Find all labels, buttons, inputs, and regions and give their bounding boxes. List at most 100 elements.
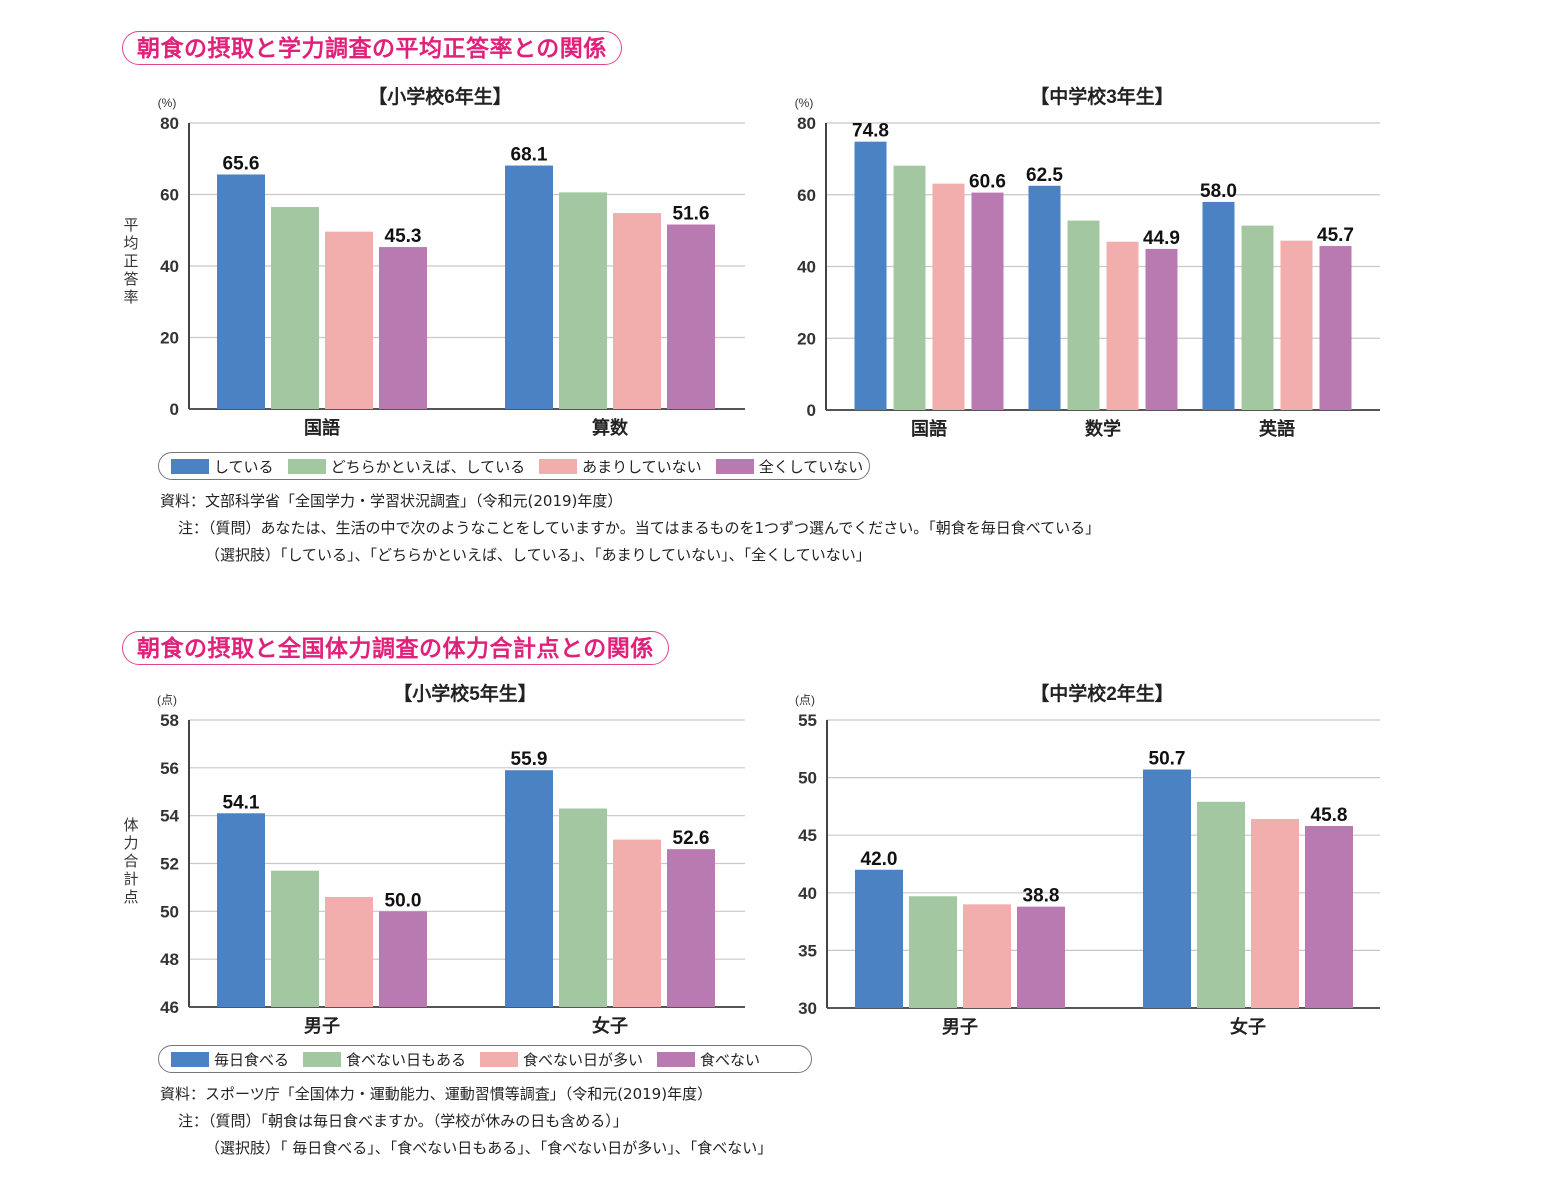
bar-1 [505,165,553,409]
chart-title: 【小学校5年生】 [393,682,537,705]
bar-3 [1280,240,1313,410]
y-axis-label-char: 点 [123,889,138,906]
data-label: 58.0 [1200,181,1237,202]
y-tick-label: 58 [160,711,179,730]
legend-label: あまりしていない [582,457,702,476]
y-axis-label-char: 率 [123,289,138,306]
bar-4 [1305,825,1353,1008]
bar-3 [613,839,661,1007]
y-tick-label: 50 [798,769,817,788]
chart-title: 【小学校6年生】 [368,85,512,108]
legend-swatch [303,1051,342,1067]
data-label: 52.6 [673,828,710,849]
data-label: 42.0 [861,849,898,870]
legend-label: 食べない [700,1050,761,1069]
data-label: 65.6 [223,153,260,174]
y-tick-label: 60 [797,186,816,205]
data-label: 74.8 [852,121,889,142]
bar-1 [855,869,903,1008]
y-tick-label: 60 [160,186,179,205]
legend-item: 食べない [657,1049,760,1070]
data-label: 68.1 [511,145,548,166]
y-axis-unit: (%) [795,96,814,110]
question-note-academic: 注：（質問）あなたは、生活の中で次のようなことをしていますか。当てはまるものを1… [178,519,1101,537]
data-label: 44.9 [1143,228,1180,249]
legend-academic: している どちらかといえば、している あまりしていない 全くしていない [158,452,870,480]
bar-1 [1202,201,1235,410]
x-category-label: 国語 [304,417,340,438]
data-label: 50.7 [1149,749,1186,770]
bar-2 [559,808,607,1007]
legend-item: 毎日食べる [171,1049,289,1070]
bar-3 [325,896,373,1007]
bar-2 [909,896,957,1008]
y-tick-label: 0 [807,401,816,420]
chart-title: 【中学校3年生】 [1030,85,1174,108]
x-category-label: 女子 [1230,1016,1266,1037]
y-tick-label: 30 [798,999,817,1018]
x-category-label: 男子 [304,1016,340,1036]
y-tick-label: 0 [170,400,179,419]
y-axis-label-char: 力 [123,835,138,852]
y-tick-label: 48 [160,950,179,969]
bar-1 [217,813,265,1007]
bar-4 [379,911,427,1007]
legend-swatch [171,458,209,474]
legend-item: 食べない日もある [303,1049,466,1070]
x-category-label: 男子 [942,1017,978,1037]
data-label: 45.8 [1311,805,1348,826]
y-axis-label-char: 合 [123,853,138,870]
data-label: 45.7 [1317,225,1354,246]
bar-4 [1017,906,1065,1008]
bar-2 [271,207,319,409]
y-tick-label: 20 [160,329,179,348]
bar-1 [217,174,265,409]
question-note-fitness: 注：（質問）「朝食は毎日食べますか。（学校が休みの日も含める）」 [178,1112,628,1130]
x-category-label: 英語 [1258,418,1295,439]
x-category-label: 国語 [911,418,947,439]
legend-label: 全くしていない [758,457,864,476]
legend-item: あまりしていない [539,456,702,477]
y-tick-label: 52 [160,855,179,874]
legend-label: 食べない日が多い [523,1050,644,1069]
y-tick-label: 54 [160,807,179,826]
bar-1 [1143,769,1191,1008]
y-axis-label-char: 平 [123,217,138,234]
bar-2 [1067,220,1100,410]
data-label: 55.9 [511,749,548,770]
y-tick-label: 46 [160,998,179,1017]
y-tick-label: 35 [798,941,817,960]
y-axis-unit: (%) [158,96,177,110]
bar-2 [559,192,607,409]
data-label: 45.3 [385,226,422,247]
bar-2 [893,165,926,410]
data-label: 54.1 [223,792,260,813]
bar-4 [379,247,427,409]
bar-1 [505,770,553,1007]
y-axis-label-char: 均 [123,235,138,252]
y-tick-label: 56 [160,759,179,778]
bar-2 [1197,801,1245,1008]
y-axis-unit: (点) [157,693,177,707]
bar-3 [1251,819,1299,1008]
y-tick-label: 20 [797,329,816,348]
y-tick-label: 40 [798,884,817,903]
bar-4 [1145,248,1178,410]
y-axis-label-char: 正 [123,253,138,270]
legend-fitness: 毎日食べる 食べない日もある 食べない日が多い 食べない [158,1045,812,1073]
y-tick-label: 45 [798,826,817,845]
y-tick-label: 50 [160,902,179,921]
y-tick-label: 40 [160,257,179,276]
legend-swatch [171,1051,209,1067]
y-axis-unit: (点) [795,693,815,707]
legend-swatch [539,458,578,474]
bar-2 [271,870,319,1007]
y-axis-label-char: 体 [123,817,138,834]
x-category-label: 女子 [592,1015,628,1036]
y-axis-label-char: 計 [123,871,138,888]
y-tick-label: 80 [160,114,179,133]
source-note-fitness: 資料：スポーツ庁「全国体力・運動能力、運動習慣等調査」（令和元(2019)年度） [160,1085,713,1103]
data-label: 62.5 [1026,165,1063,186]
bar-2 [1241,225,1274,410]
bar-4 [667,849,715,1007]
